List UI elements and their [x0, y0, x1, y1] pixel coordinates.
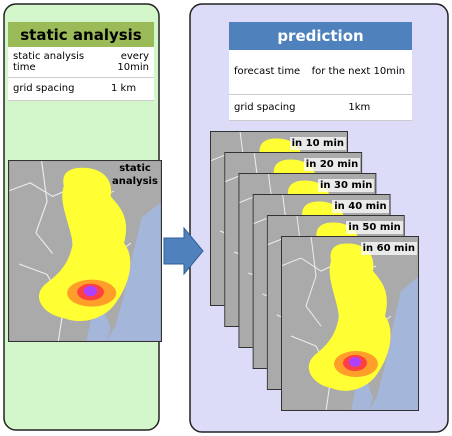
cell: 1 km: [93, 77, 154, 101]
arrow: [163, 226, 204, 276]
cell: static analysis time: [8, 47, 94, 78]
prediction-title: prediction: [229, 22, 412, 50]
cell: grid spacing: [8, 77, 94, 101]
forecast-map-label: in 10 min: [289, 137, 346, 150]
forecast-map-label: in 20 min: [303, 158, 361, 171]
static-map-label: static analysis: [112, 163, 158, 187]
forecast-map-label: in 30 min: [318, 179, 375, 192]
prediction-table: forecast time for the next 10min grid spa…: [229, 50, 412, 121]
forecast-map-label: in 60 min: [360, 242, 417, 255]
cell: grid spacing: [229, 94, 307, 121]
cell: for the next 10min: [306, 50, 412, 95]
static-title: static analysis: [8, 22, 154, 47]
cell: 1km: [306, 94, 412, 121]
cell: every 10min: [93, 47, 154, 78]
forecast-map-label: in 50 min: [346, 221, 403, 234]
forecast-map-label: in 40 min: [332, 200, 389, 213]
cell: forecast time: [229, 50, 307, 95]
static-table: static analysis time every 10min grid spa…: [8, 47, 154, 101]
forecast-map: [281, 236, 419, 411]
